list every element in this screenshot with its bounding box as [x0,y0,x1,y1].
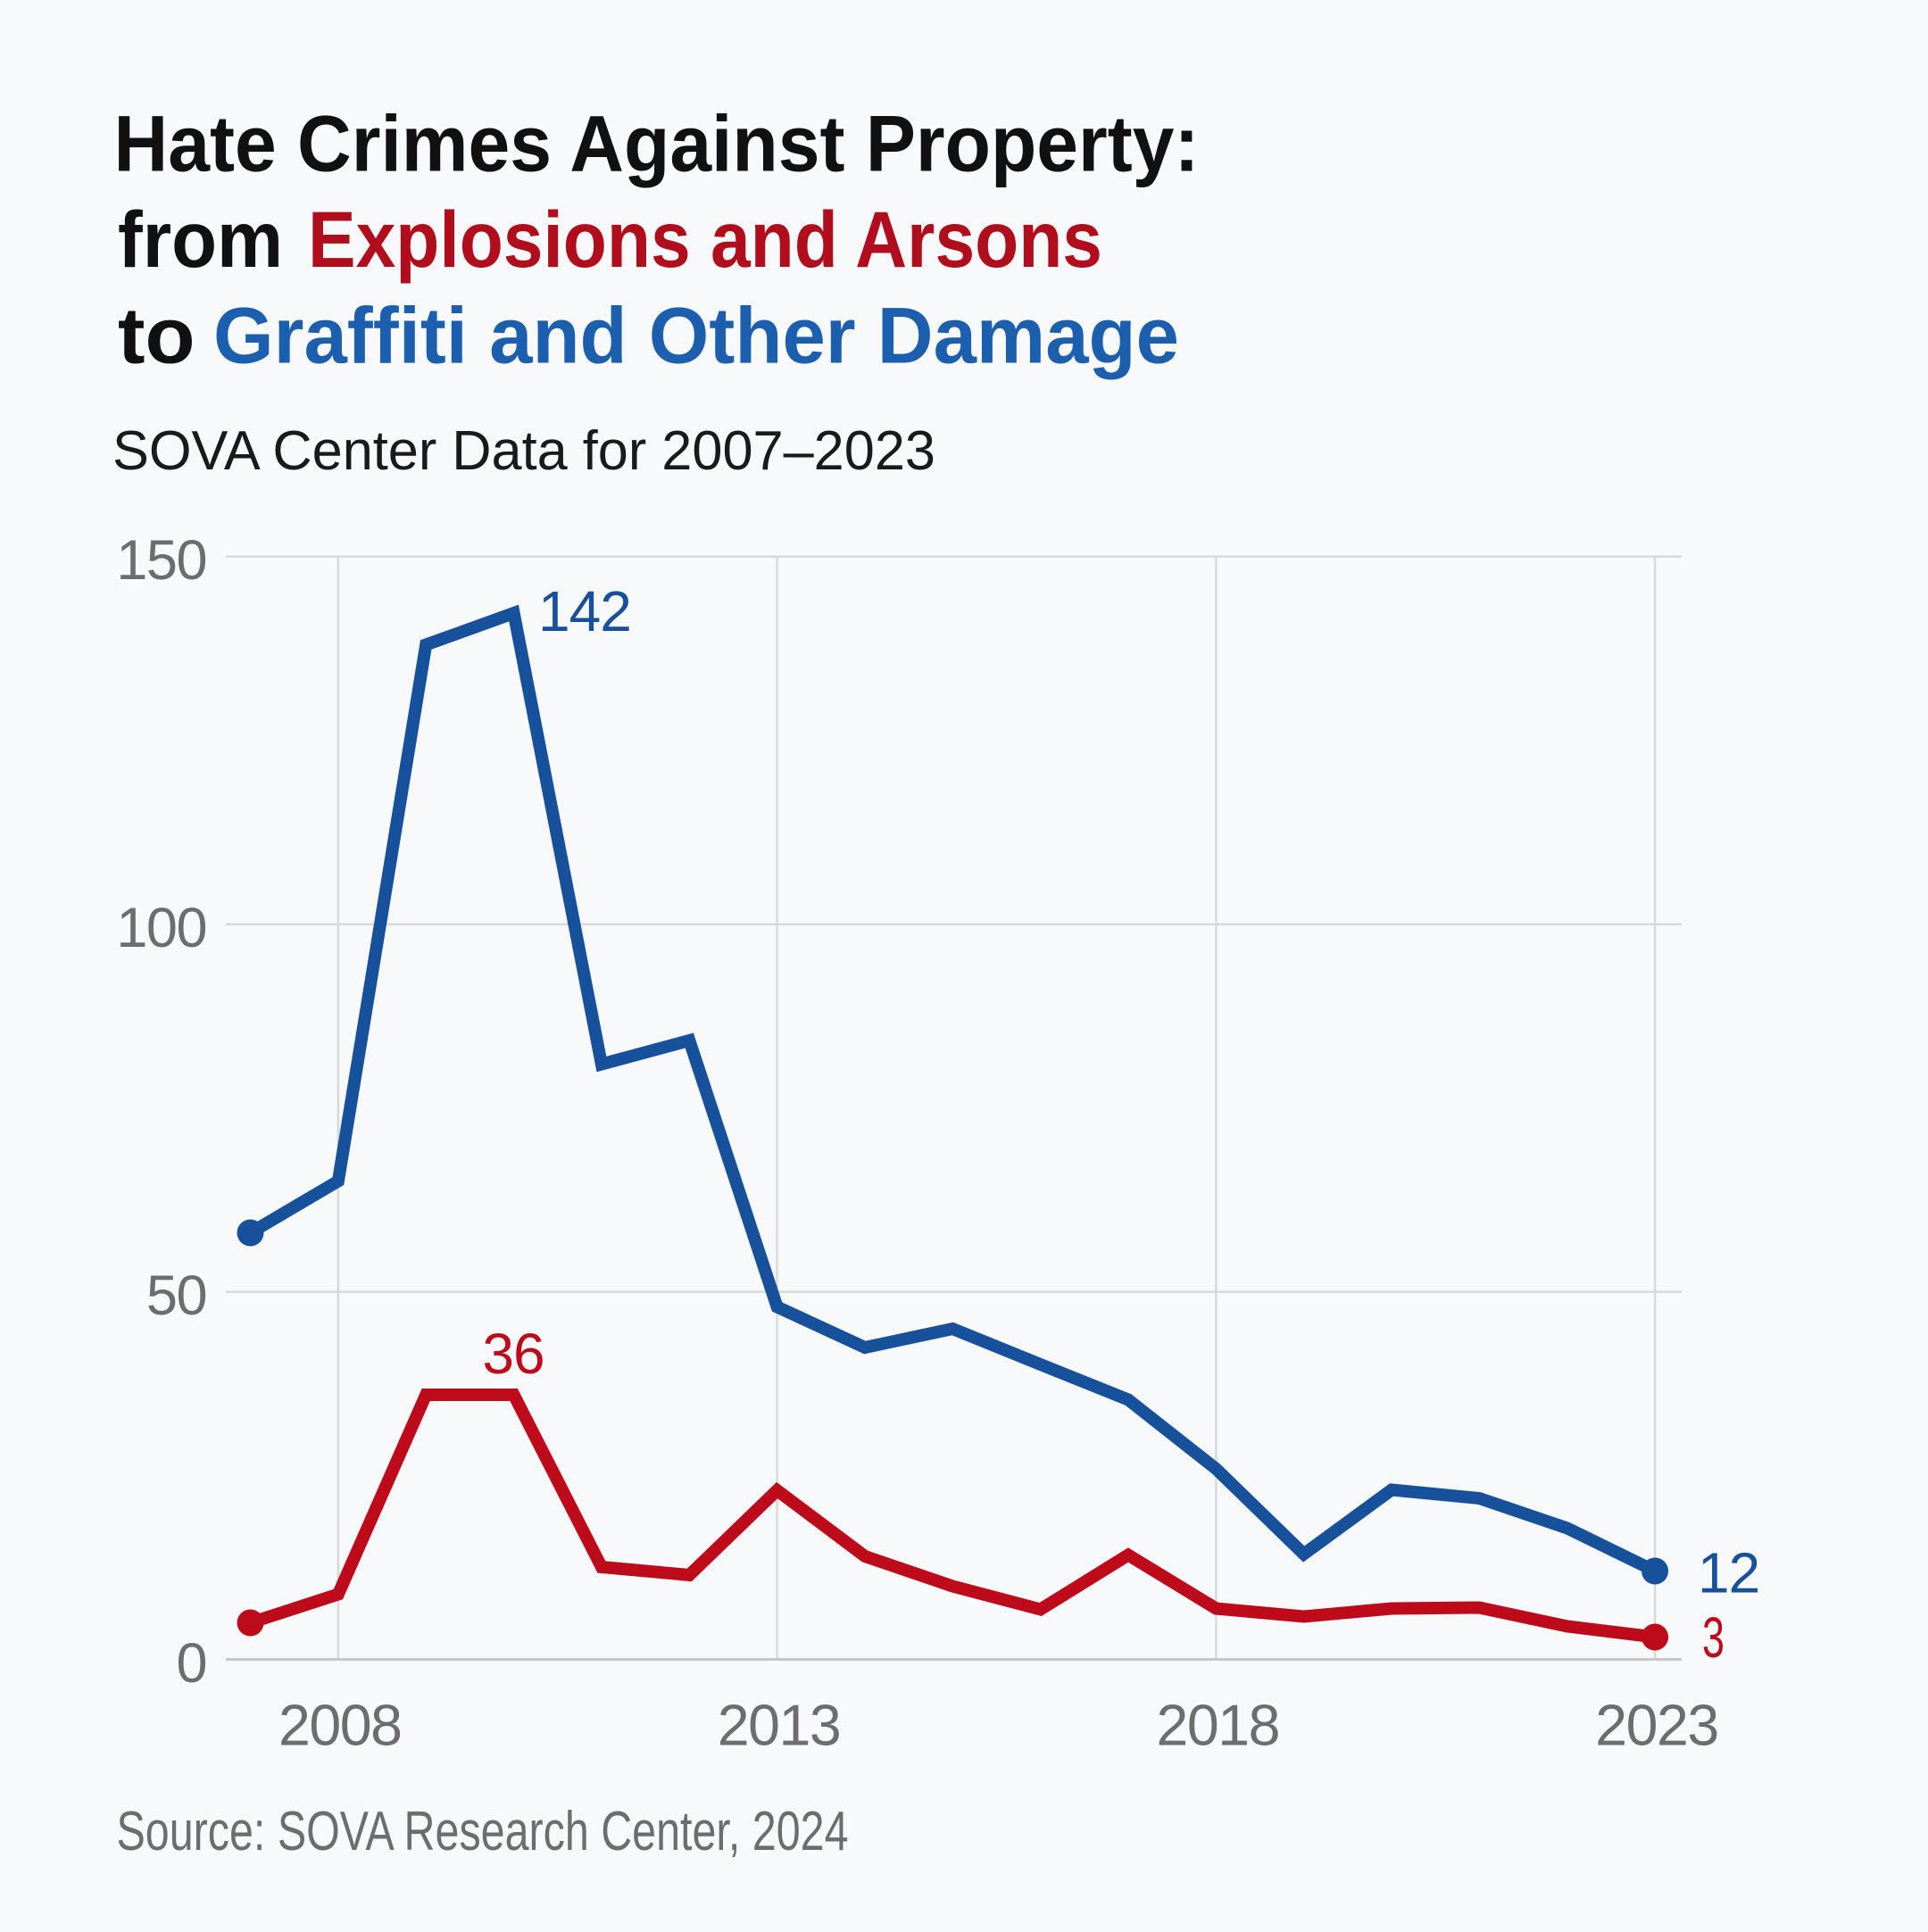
svg-text:from: from [118,195,283,284]
svg-text:50: 50 [146,1265,206,1327]
svg-text:Explosions and Arsons: Explosions and Arsons [308,195,1102,284]
svg-text:150: 150 [116,529,206,592]
svg-text:2023: 2023 [1595,1694,1718,1758]
svg-text:2013: 2013 [718,1694,841,1758]
svg-text:to: to [118,290,195,379]
svg-text:12: 12 [1698,1541,1759,1605]
svg-text:Source: SOVA Research Center,: Source: SOVA Research Center, 2024 [117,1801,849,1862]
svg-text:2018: 2018 [1157,1694,1280,1758]
svg-text:Graffiti and Other Damage: Graffiti and Other Damage [213,290,1179,379]
svg-text:SOVA Center Data for 2007–2023: SOVA Center Data for 2007–2023 [112,420,935,482]
svg-text:Hate Crimes Against Property:: Hate Crimes Against Property: [114,99,1200,188]
svg-text:142: 142 [538,579,631,643]
svg-text:100: 100 [116,897,206,959]
svg-text:36: 36 [482,1322,544,1386]
svg-text:0: 0 [176,1632,206,1695]
svg-text:2008: 2008 [278,1694,402,1758]
svg-text:3: 3 [1702,1605,1724,1670]
